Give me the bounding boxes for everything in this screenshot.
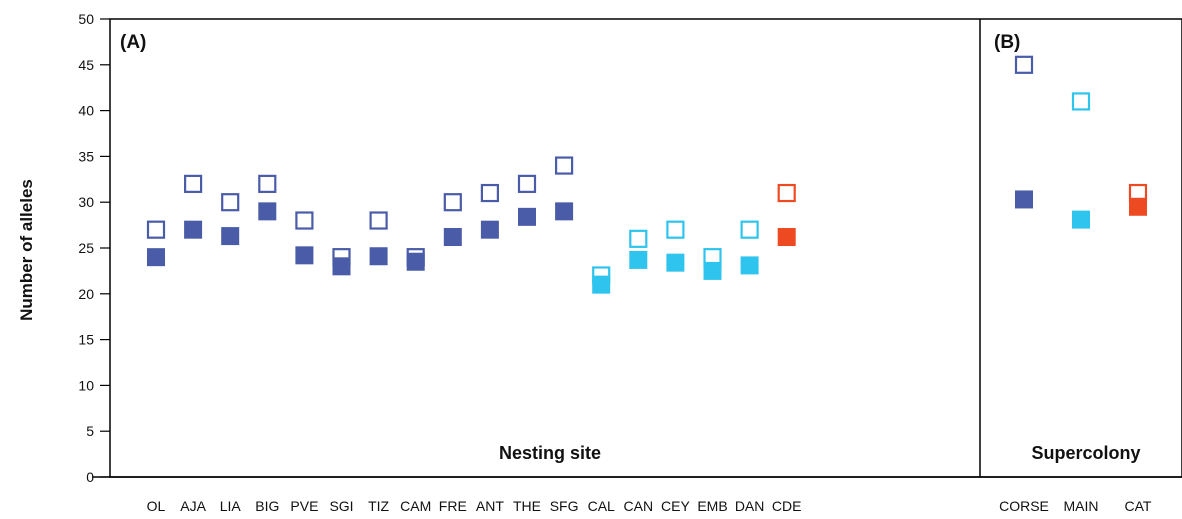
- open-square-marker-ant: [480, 183, 499, 203]
- y-tick-label-20: 20: [78, 286, 94, 302]
- open-square-marker-ol: [146, 220, 166, 239]
- filled-square-marker-the: [518, 207, 536, 226]
- x-axis-labels: OL AJA LIA BIG PVE SGI TIZ CAM FRE ANT THE SFG CAL CA…: [147, 498, 1152, 514]
- filled-square-marker-ol: [147, 248, 165, 267]
- filled-square-marker-main: [1072, 210, 1090, 229]
- panel-label-a: (A): [120, 32, 146, 53]
- x-label-emb: EMB: [697, 498, 727, 514]
- filled-square-marker-tiz: [369, 247, 388, 266]
- x-label-ant: ANT: [476, 498, 504, 514]
- section-label-nesting: Nesting site: [499, 443, 601, 463]
- panel-label-b: (B): [994, 32, 1020, 53]
- open-square-marker-tiz: [369, 211, 388, 230]
- open-square-marker-the: [517, 174, 537, 193]
- x-label-cey: CEY: [661, 498, 690, 514]
- y-tick-label-35: 35: [78, 148, 94, 164]
- x-label-tiz: TIZ: [368, 498, 389, 514]
- open-square-marker-big: [258, 174, 277, 193]
- y-tick-label-0: 0: [86, 469, 94, 485]
- y-tick-label-30: 30: [78, 194, 94, 210]
- open-square-marker-cey: [666, 220, 685, 239]
- open-square-marker-aja: [184, 174, 203, 193]
- filled-square-marker-dan: [740, 256, 759, 275]
- open-square-marker-corse: [1014, 55, 1034, 74]
- open-square-marker-dan: [740, 220, 759, 239]
- open-square-marker-pve: [295, 211, 314, 230]
- open-square-marker-main: [1071, 92, 1091, 111]
- x-label-cam: CAM: [400, 498, 431, 514]
- y-tick-label-15: 15: [78, 332, 94, 348]
- filled-square-marker-can: [629, 250, 648, 269]
- x-label-cat: CAT: [1125, 498, 1152, 514]
- x-label-cde: CDE: [772, 498, 802, 514]
- filled-square-marker-lia: [221, 227, 240, 246]
- y-tick-label-45: 45: [78, 57, 94, 73]
- open-square-marker-can: [629, 229, 648, 248]
- x-label-ol: OL: [147, 498, 166, 514]
- filled-square-marker-ant: [480, 220, 499, 239]
- y-tick-label-25: 25: [78, 240, 94, 256]
- filled-square-marker-cam: [406, 252, 425, 271]
- x-label-the: THE: [513, 498, 541, 514]
- filled-square-marker-sfg: [555, 202, 574, 221]
- plot-frame: [109, 18, 1182, 478]
- x-label-main: MAIN: [1064, 498, 1099, 514]
- x-label-can: CAN: [624, 498, 654, 514]
- x-label-cal: CAL: [588, 498, 615, 514]
- filled-square-marker-cey: [666, 253, 685, 272]
- y-tick-label-50: 50: [78, 11, 94, 27]
- x-label-sgi: SGI: [329, 498, 353, 514]
- section-label-supercolony: Supercolony: [1031, 443, 1140, 463]
- filled-square-marker-pve: [295, 246, 314, 265]
- filled-square-marker-emb: [703, 261, 722, 280]
- open-square-marker-sfg: [554, 156, 574, 175]
- x-label-aja: AJA: [180, 498, 206, 514]
- x-label-sfg: SFG: [550, 498, 579, 514]
- x-label-lia: LIA: [220, 498, 242, 514]
- filled-square-marker-fre: [443, 228, 462, 247]
- filled-square-marker-big: [258, 202, 277, 221]
- filled-square-marker-corse: [1015, 190, 1033, 209]
- y-tick-label-40: 40: [78, 103, 94, 119]
- filled-square-marker-cde: [777, 228, 796, 247]
- filled-square-marker-cat: [1129, 197, 1147, 216]
- x-label-big: BIG: [255, 498, 279, 514]
- data-markers: [146, 55, 1148, 294]
- y-axis-title: Number of alleles: [17, 179, 36, 321]
- x-label-dan: DAN: [735, 498, 765, 514]
- x-label-fre: FRE: [439, 498, 467, 514]
- x-label-pve: PVE: [290, 498, 318, 514]
- x-label-corse: CORSE: [999, 498, 1049, 514]
- y-axis-ticks: 0 5 10 15 20 25 30 35 40 45 50: [78, 11, 110, 485]
- y-tick-label-5: 5: [86, 423, 94, 439]
- filled-square-marker-cal: [592, 275, 611, 294]
- open-square-marker-cde: [777, 183, 796, 203]
- y-tick-label-10: 10: [78, 377, 94, 393]
- filled-square-marker-sgi: [332, 257, 351, 276]
- open-square-marker-lia: [221, 193, 240, 212]
- open-square-marker-fre: [443, 193, 462, 212]
- filled-square-marker-aja: [184, 220, 203, 239]
